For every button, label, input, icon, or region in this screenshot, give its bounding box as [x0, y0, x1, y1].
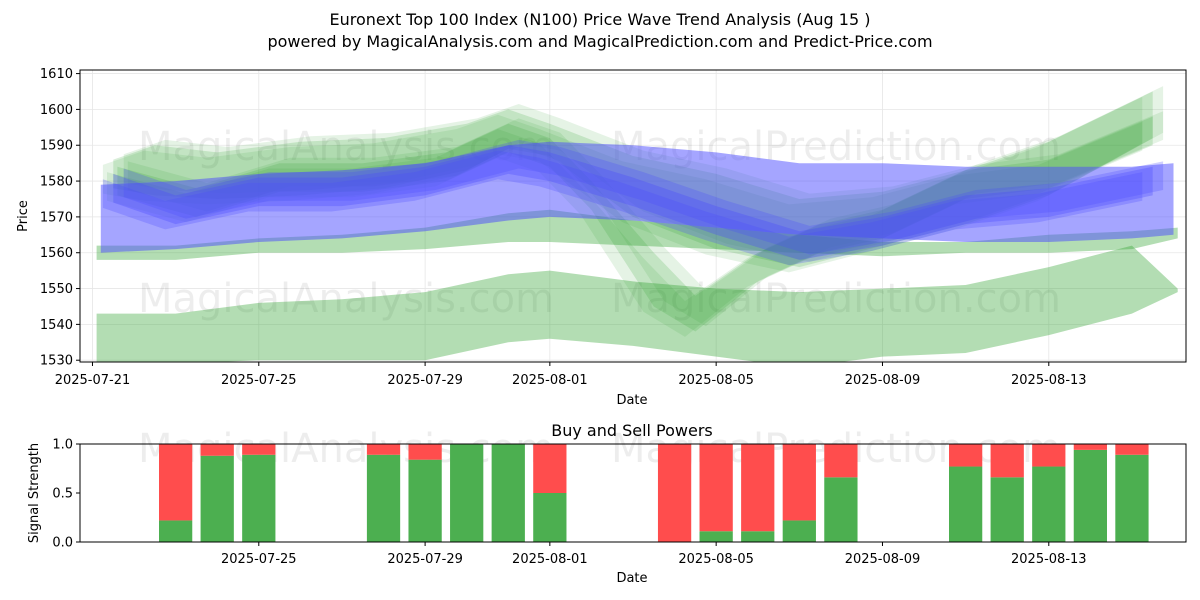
sell-bar	[699, 444, 733, 532]
price-x-tick-label: 2025-08-05	[678, 373, 754, 388]
buy-bar	[824, 477, 858, 542]
price-x-ticks: 2025-07-21 2025-07-25 2025-07-29 2025-08-01…	[55, 362, 1087, 388]
price-x-tick-label: 2025-07-21	[55, 373, 131, 388]
buy-bar	[1115, 454, 1149, 542]
watermark-prediction-mid: MagicalPrediction.com	[611, 276, 1061, 322]
price-band-green-band-low	[96, 245, 1178, 362]
buy-bar	[242, 454, 276, 542]
signal-x-tick-label: 2025-08-13	[1011, 552, 1087, 567]
buy-bar	[491, 444, 525, 542]
sell-bar	[824, 444, 858, 478]
sell-bar	[782, 444, 816, 521]
price-band-green-band-swing	[127, 111, 1164, 327]
price-band-blue-band-inner	[113, 145, 1153, 260]
buy-bar	[1032, 466, 1066, 542]
buy-bar	[699, 531, 733, 542]
price-y-tick-label: 1610	[40, 67, 73, 82]
signal-x-tick-label: 2025-07-25	[221, 552, 297, 567]
price-x-tick-label: 2025-08-13	[1011, 373, 1087, 388]
price-x-tick-label: 2025-07-25	[221, 373, 297, 388]
buy-bar	[366, 454, 401, 542]
sell-bar	[741, 444, 775, 532]
signal-x-tick-label: 2025-08-05	[678, 552, 754, 567]
price-y-tick-label: 1540	[40, 318, 73, 333]
sell-bar	[200, 444, 234, 456]
buy-bar	[159, 520, 193, 542]
price-y-tick-label: 1570	[40, 210, 73, 225]
signal-y-tick-label: 1.0	[52, 438, 73, 453]
buy-bar	[450, 444, 484, 542]
signal-x-tick-label: 2025-08-01	[512, 552, 588, 567]
signal-x-tick-label: 2025-07-29	[387, 552, 463, 567]
signal-y-tick-label: 0.0	[52, 536, 73, 551]
price-y-tick-label: 1560	[40, 246, 73, 261]
signal-chart-title: Buy and Sell Powers	[551, 421, 713, 440]
sell-bar	[1073, 444, 1107, 450]
buy-bar	[1073, 449, 1107, 542]
buy-bar	[533, 493, 567, 542]
price-y-axis-label: Price	[16, 200, 31, 232]
watermark-analysis-mid: MagicalAnalysis.com	[138, 276, 554, 322]
sell-bar	[242, 444, 276, 455]
sell-bar	[533, 444, 567, 493]
signal-y-tick-label: 0.5	[52, 487, 73, 502]
signal-x-axis-label: Date	[616, 571, 647, 586]
buy-bar	[200, 455, 234, 542]
sell-bar	[949, 444, 983, 467]
buy-bar	[990, 477, 1024, 542]
price-x-tick-label: 2025-08-09	[845, 373, 921, 388]
price-x-tick-label: 2025-07-29	[387, 373, 463, 388]
price-y-tick-label: 1550	[40, 282, 73, 297]
price-band-blue-band-outer	[100, 141, 1174, 253]
price-bands	[96, 86, 1178, 362]
price-plot-frame	[79, 69, 1187, 363]
sell-bar	[159, 444, 193, 521]
signal-y-axis-label: Signal Strength	[27, 443, 42, 543]
price-band-blue-band-inner	[123, 139, 1164, 255]
price-y-tick-label: 1590	[40, 139, 73, 154]
buy-bar	[782, 520, 816, 542]
chart-title: Euronext Top 100 Index (N100) Price Wave…	[329, 10, 871, 29]
signal-bars	[159, 444, 1149, 542]
signal-chart: Buy and Sell Powers MagicalAnalysis.com …	[27, 421, 1187, 586]
signal-x-ticks: 2025-07-25 2025-07-29 2025-08-01 2025-08-05…	[221, 542, 1087, 567]
price-chart: MagicalAnalysis.com MagicalPrediction.co…	[16, 67, 1187, 408]
sell-bar	[657, 444, 692, 542]
price-band-blue-band-inner	[102, 150, 1143, 266]
price-y-tick-label: 1530	[40, 354, 73, 369]
price-y-tick-label: 1600	[40, 103, 73, 118]
buy-bar	[741, 531, 775, 542]
sell-bar	[1032, 444, 1066, 467]
price-band-green-band-mid	[96, 209, 1178, 260]
sell-bar	[366, 444, 401, 455]
price-x-axis-label: Date	[616, 393, 647, 408]
signal-y-ticks: 0.0 0.5 1.0	[52, 438, 80, 551]
price-y-ticks: 1530 1540 1550 1560 1570 1580 1590 1600 1610	[40, 67, 80, 369]
price-y-tick-label: 1580	[40, 175, 73, 190]
price-x-tick-label: 2025-08-01	[512, 373, 588, 388]
sell-bar	[408, 444, 442, 460]
buy-bar	[949, 466, 983, 542]
signal-x-tick-label: 2025-08-09	[845, 552, 921, 567]
sell-bar	[990, 444, 1024, 478]
buy-bar	[408, 459, 442, 542]
chart-subtitle: powered by MagicalAnalysis.com and Magic…	[267, 32, 933, 51]
sell-bar	[1115, 444, 1149, 455]
